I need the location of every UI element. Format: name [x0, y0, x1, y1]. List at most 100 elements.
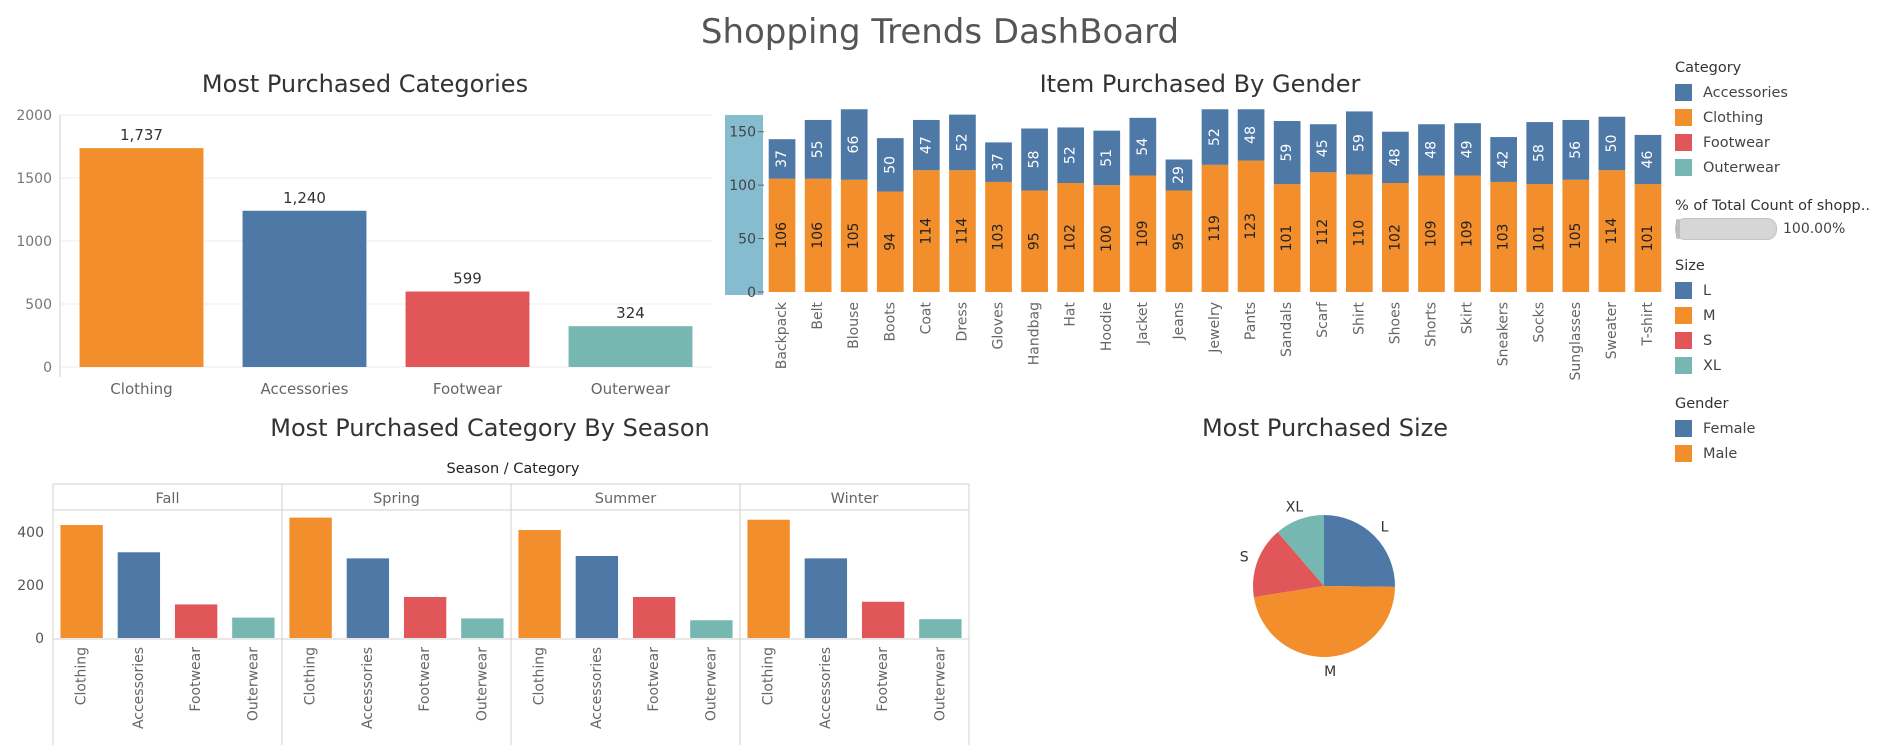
bar-female — [1273, 121, 1301, 185]
x-tick-label: Outerwear — [474, 647, 490, 721]
bar-accessories — [242, 210, 367, 367]
data-label-male: 101 — [1640, 225, 1656, 252]
x-tick-label: Accessories — [360, 647, 376, 729]
legend-item[interactable]: Male — [1675, 441, 1880, 466]
x-tick-label: Gloves — [991, 302, 1007, 350]
x-tick-label: Skirt — [1460, 302, 1476, 335]
categories-bar-chart[interactable]: 0 500 1000 1500 2000 1,737 Clothing 1,240 Access… — [0, 105, 730, 405]
bar-female — [1057, 127, 1085, 184]
legend-item[interactable]: Female — [1675, 416, 1880, 441]
bar-male — [1057, 183, 1085, 292]
legend-item[interactable]: Footwear — [1675, 130, 1880, 155]
bar-female — [1562, 119, 1590, 180]
legend-label: Footwear — [1703, 134, 1770, 151]
bar-male — [1562, 179, 1590, 292]
bar-female — [768, 139, 796, 179]
x-tick-label: Coat — [918, 302, 934, 335]
x-tick-label: Shirt — [1351, 302, 1367, 335]
bar-outerwear — [461, 618, 504, 638]
data-label-male: 100 — [1099, 225, 1115, 252]
data-label-male: 106 — [774, 222, 790, 249]
season-bar-chart[interactable]: Season / Category 0 200 400 Fall Clothing Acce… — [0, 455, 980, 754]
legend-swatch — [1675, 420, 1692, 437]
bar-outerwear — [232, 617, 275, 638]
bar-female — [1093, 130, 1121, 186]
legend-swatch — [1675, 357, 1692, 374]
data-label-female: 42 — [1496, 151, 1512, 169]
legend-item[interactable]: XL — [1675, 353, 1880, 378]
bar-male — [840, 179, 868, 292]
size-pie-chart[interactable]: L M S XL — [1220, 500, 1420, 710]
gender-stacked-bar-chart[interactable]: 0 50 100 150 106 37 Backpack 106 55 Belt 105 66 Blou… — [700, 105, 1670, 395]
bar-female — [1021, 128, 1048, 191]
data-label-female: 58 — [1532, 144, 1548, 162]
data-label-female: 48 — [1243, 126, 1259, 144]
legend-label: Female — [1703, 420, 1756, 437]
bar-male — [1309, 172, 1337, 292]
legend-item[interactable]: Outerwear — [1675, 155, 1880, 180]
legend-item[interactable]: Clothing — [1675, 105, 1880, 130]
bar-male — [1237, 160, 1265, 292]
data-label-male: 95 — [1171, 232, 1187, 250]
x-tick-label: Clothing — [110, 380, 172, 398]
legend-label: Clothing — [1703, 109, 1764, 126]
data-label-female: 46 — [1640, 151, 1656, 169]
legend-category-title: Category — [1675, 60, 1742, 76]
x-tick-label: Outerwear — [932, 647, 948, 721]
bar-footwear — [403, 596, 447, 638]
bar-female — [1490, 137, 1517, 182]
x-tick-label: Footwear — [417, 647, 433, 712]
data-label: 1,737 — [120, 126, 163, 144]
bar-female — [1418, 124, 1445, 176]
x-tick-label: Outerwear — [591, 380, 671, 398]
data-label-female: 52 — [1207, 128, 1223, 146]
legend-swatch — [1675, 109, 1692, 126]
bar-clothing — [60, 525, 103, 638]
legend-item[interactable]: Accessories — [1675, 80, 1880, 105]
data-label-male: 114 — [1604, 218, 1620, 245]
legend-gender-title: Gender — [1675, 396, 1729, 412]
legend-item[interactable]: L — [1675, 278, 1880, 303]
data-label-female: 58 — [1027, 151, 1043, 169]
data-label: 324 — [616, 304, 645, 322]
pie-label: S — [1240, 550, 1249, 566]
x-tick-label: Belt — [810, 302, 826, 330]
pie-label: M — [1324, 664, 1336, 680]
x-tick-label: Jewelry — [1207, 302, 1223, 354]
y-tick-label: 400 — [17, 525, 44, 541]
y-tick-label: 0 — [43, 360, 52, 376]
bar-male — [1273, 184, 1301, 292]
bar-female — [1237, 109, 1265, 161]
data-label-male: 101 — [1279, 225, 1295, 252]
data-label-male: 114 — [918, 218, 934, 245]
bar-male — [1201, 164, 1229, 292]
pie-slice-xl — [1277, 515, 1324, 586]
x-tick-label: Clothing — [532, 647, 548, 705]
pie-slice-s — [1253, 532, 1324, 598]
x-tick-label: Footwear — [433, 380, 503, 398]
bar-female — [876, 138, 904, 192]
x-tick-label: Clothing — [303, 647, 319, 705]
bar-female — [1165, 159, 1193, 191]
legend-item[interactable]: M — [1675, 303, 1880, 328]
legend-swatch — [1675, 282, 1692, 299]
legend-gender: Gender Female Male — [1675, 396, 1880, 466]
size-chart-title: Most Purchased Size — [1201, 414, 1449, 442]
bar-male — [1093, 185, 1121, 292]
y-tick-label: 0 — [747, 285, 756, 301]
data-label-male: 110 — [1351, 220, 1367, 247]
data-label-male: 101 — [1532, 225, 1548, 252]
percent-filter-title: % of Total Count of shopp.. — [1675, 198, 1870, 214]
data-label-male: 109 — [1460, 220, 1476, 247]
x-tick-label: Footwear — [875, 647, 891, 712]
percent-slider[interactable] — [1675, 218, 1777, 240]
slider-handle[interactable] — [1676, 219, 1680, 239]
y-tick-label: 1000 — [16, 234, 52, 250]
bar-female — [1345, 111, 1373, 175]
bar-female — [913, 119, 940, 171]
legend-swatch — [1675, 445, 1692, 462]
legend-item[interactable]: S — [1675, 328, 1880, 353]
legend-swatch — [1675, 84, 1692, 101]
data-label: 1,240 — [283, 189, 326, 207]
legend-label: S — [1703, 332, 1713, 349]
